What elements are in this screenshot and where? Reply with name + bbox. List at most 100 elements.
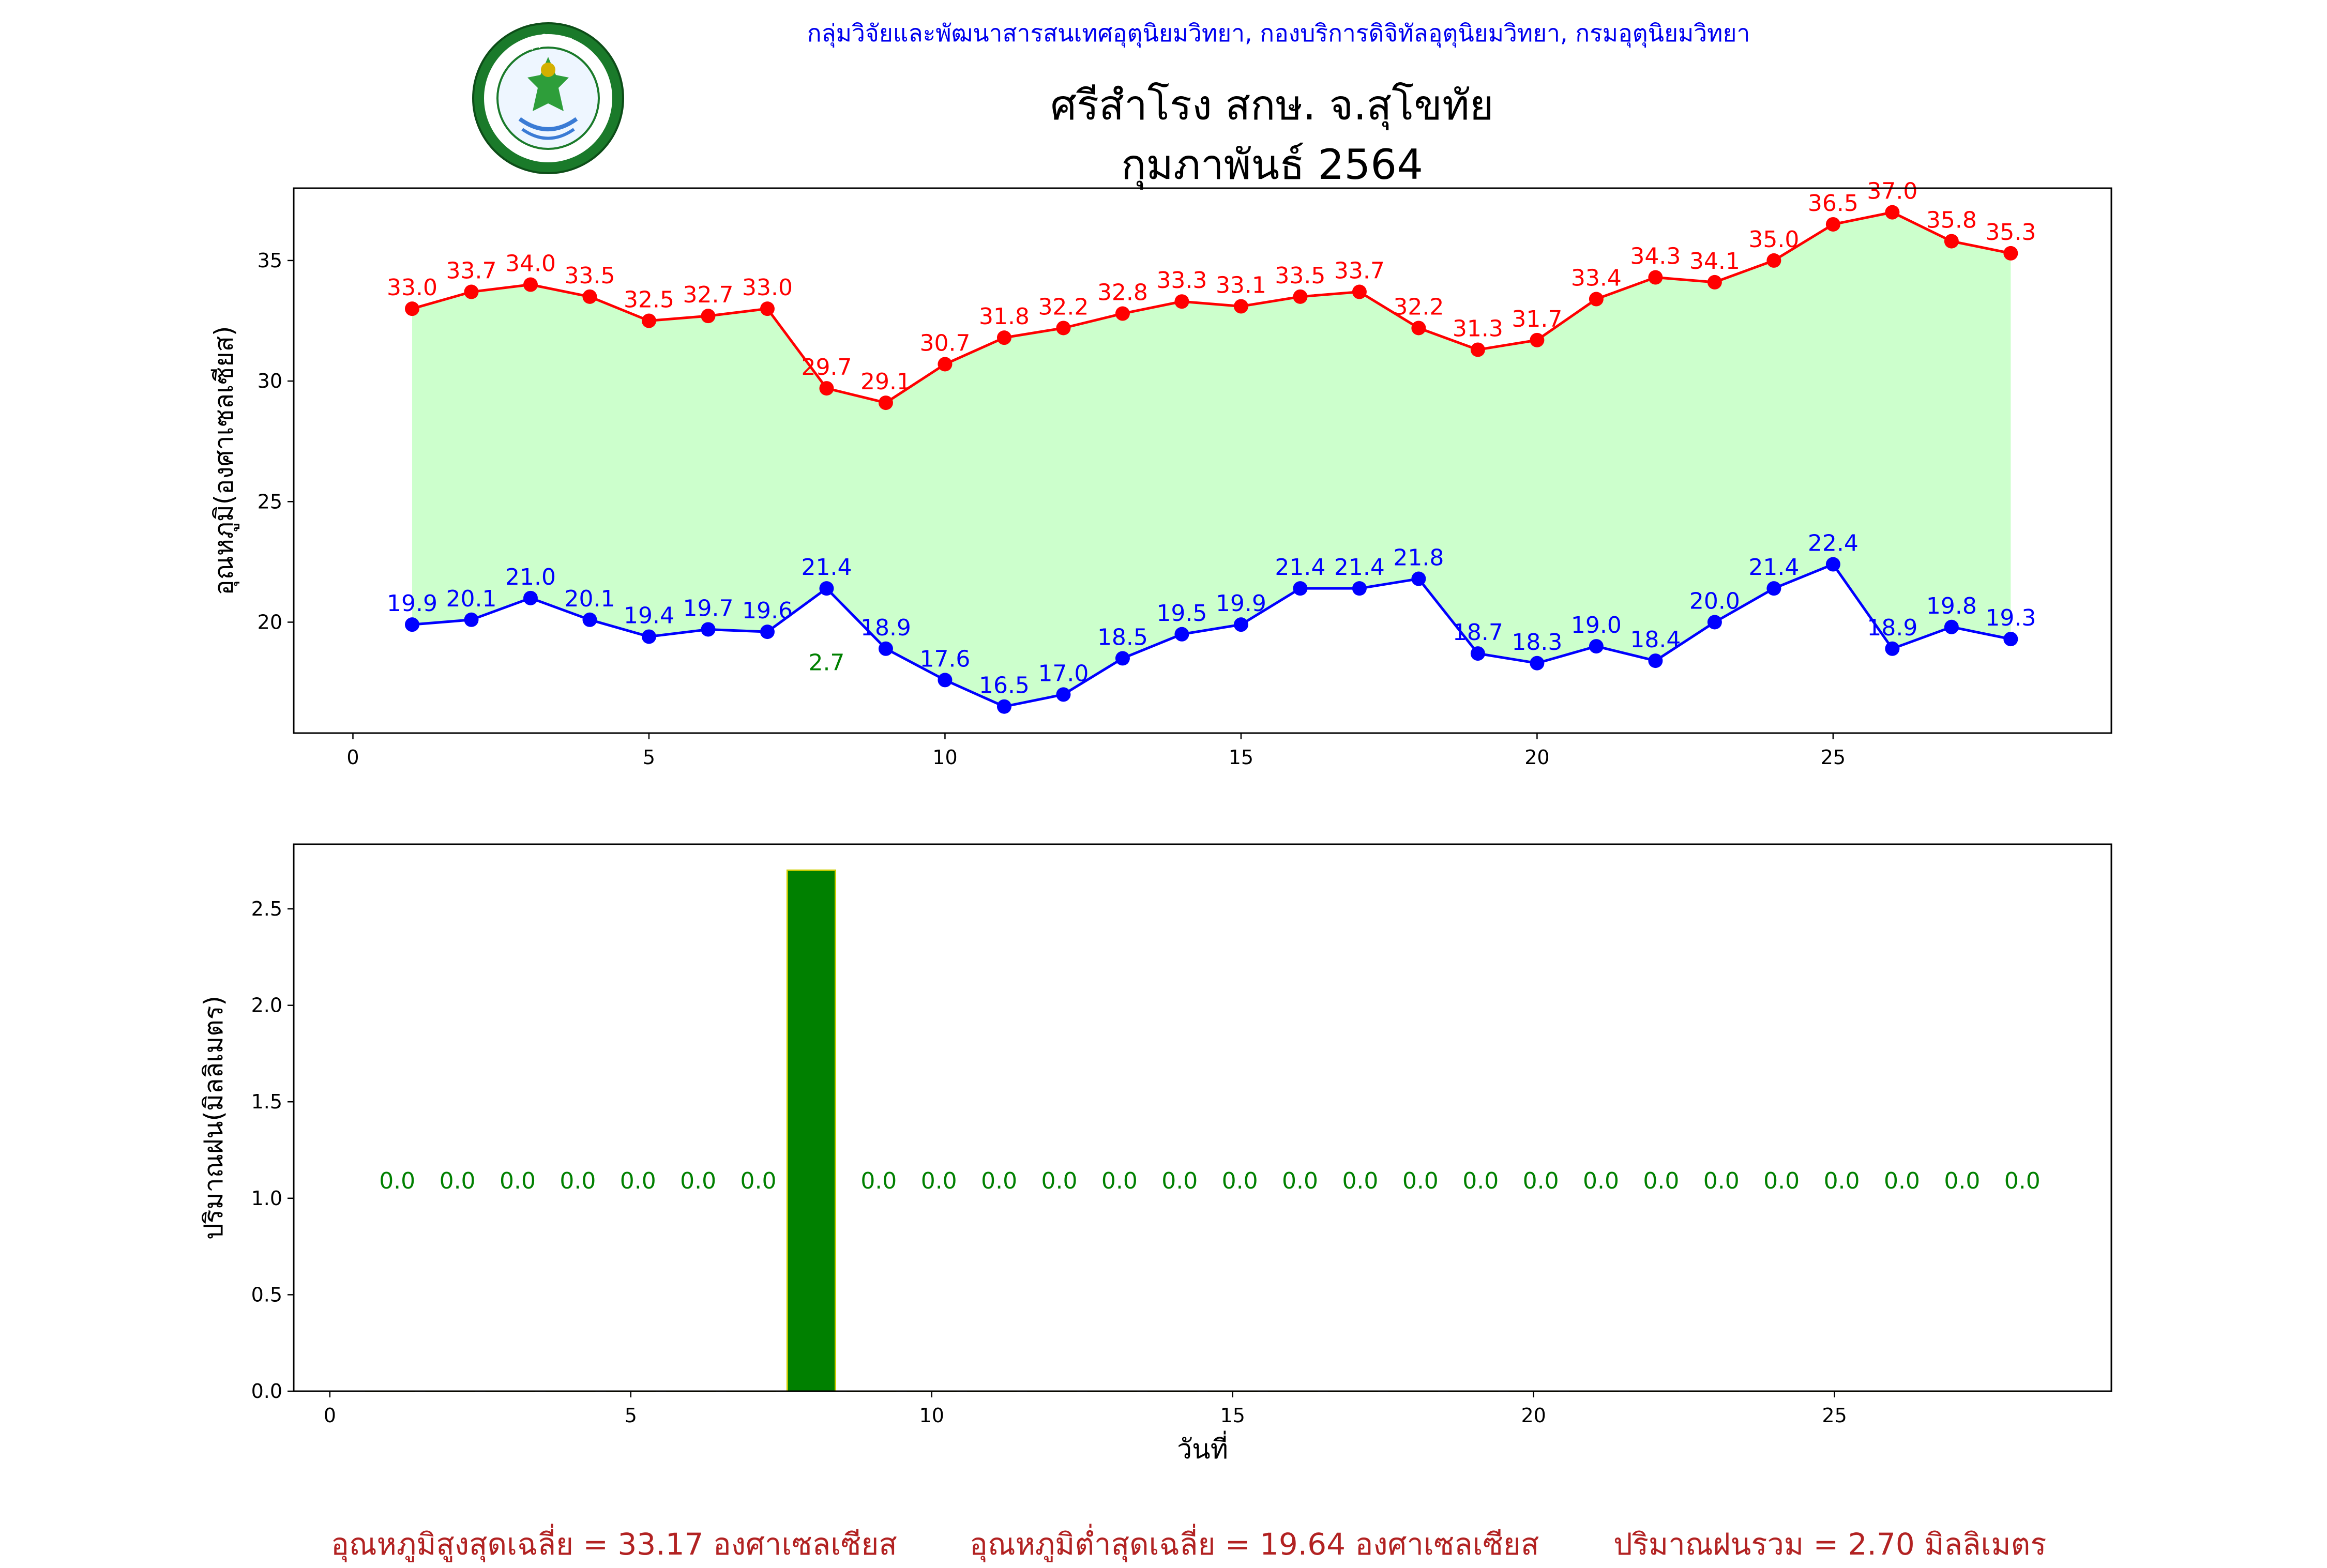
- min-temp-label: 17.0: [1038, 660, 1089, 687]
- rain-y-tick-label: 0.5: [251, 1283, 282, 1306]
- rain-value-label: 0.0: [1161, 1168, 1198, 1194]
- max-temp-label: 36.5: [1808, 190, 1858, 217]
- min-temp-point: [701, 622, 716, 637]
- min-temp-point: [1293, 581, 1308, 596]
- summary-avg-max: อุณหภูมิสูงสุดเฉลี่ย = 33.17 องศาเซลเซีย…: [331, 1527, 897, 1562]
- rain-value-label: 0.0: [1462, 1168, 1499, 1194]
- rain-value-label: 0.0: [379, 1168, 415, 1194]
- max-temp-point: [1885, 205, 1900, 220]
- max-temp-label: 32.2: [1038, 294, 1089, 320]
- min-temp-point: [1470, 646, 1485, 661]
- min-temp-label: 18.9: [860, 615, 911, 641]
- rain-value-label: 0.0: [1101, 1168, 1138, 1194]
- min-temp-label: 21.0: [505, 564, 556, 590]
- min-temp-line: [412, 562, 2011, 708]
- max-temp-point: [1174, 294, 1189, 309]
- max-temp-point: [404, 301, 419, 316]
- min-temp-point: [1825, 557, 1840, 572]
- min-temp-point: [1056, 687, 1071, 702]
- max-temp-point: [582, 289, 597, 304]
- max-temp-point: [1530, 332, 1545, 347]
- rain-bar: [786, 869, 837, 1392]
- max-temp-label: 33.5: [1275, 263, 1325, 289]
- min-temp-label: 21.4: [1275, 554, 1325, 581]
- temp-x-tick-label: 10: [932, 746, 957, 769]
- max-temp-label: 32.2: [1393, 294, 1444, 320]
- max-temp-label: 34.1: [1689, 248, 1740, 275]
- rainfall-plot-area: 0.0 0.0 0.0 0.0 0.0 0.0 0.0 0.0 0.0 0.0 0.0 0.0 0.0 0…: [199, 843, 2112, 1465]
- min-temp-point: [641, 629, 656, 644]
- max-temp-point: [1707, 275, 1722, 290]
- max-temp-label: 30.7: [919, 330, 970, 356]
- max-temp-label: 31.3: [1453, 315, 1503, 342]
- min-temp-label: 19.3: [1985, 605, 2036, 631]
- temp-x-tick-label: 25: [1821, 746, 1846, 769]
- max-temp-point: [1589, 292, 1604, 307]
- rain-value-label: 0.0: [921, 1168, 957, 1194]
- max-temp-point: [1233, 299, 1248, 314]
- max-temp-label: 33.7: [446, 258, 497, 284]
- min-temp-label: 16.5: [979, 673, 1030, 699]
- min-temp-point: [2003, 632, 2018, 647]
- min-temp-point: [1174, 627, 1189, 642]
- temp-x-tick-label: 15: [1229, 746, 1253, 769]
- rain-value-label: 0.0: [1884, 1168, 1920, 1194]
- max-temp-point: [996, 330, 1011, 345]
- rain-value-label: 0.0: [860, 1168, 897, 1194]
- max-temp-label: 31.8: [979, 303, 1030, 330]
- min-temp-label: 20.1: [446, 586, 497, 612]
- max-temp-point: [819, 381, 834, 396]
- temperature-chart: 33.0 33.7 34.0 33.5 32.5 32.7 33.0 29.7 29.1 30.7…: [209, 178, 2112, 769]
- max-temp-label: 33.5: [564, 263, 615, 289]
- max-temp-point: [1766, 253, 1781, 268]
- min-temp-point: [582, 612, 597, 627]
- rain-value-label: 0.0: [981, 1168, 1017, 1194]
- max-temp-point: [641, 313, 656, 328]
- min-temp-point: [996, 699, 1011, 714]
- min-temp-label: 21.4: [1748, 554, 1799, 581]
- min-temp-point: [1648, 653, 1663, 668]
- min-temp-label: 19.6: [742, 598, 793, 624]
- summary-avg-min: อุณหภูมิต่ำสุดเฉลี่ย = 19.64 องศาเซลเซีย…: [970, 1527, 1539, 1562]
- min-temp-label: 20.1: [564, 586, 615, 612]
- max-temp-label: 32.7: [683, 282, 733, 308]
- temperature-plot-area: 33.0 33.7 34.0 33.5 32.5 32.7 33.0 29.7 29.1 30.7…: [209, 178, 2112, 769]
- temp-y-tick-label: 35: [258, 249, 282, 272]
- max-temp-label: 35.3: [1985, 219, 2036, 246]
- min-temp-point: [819, 581, 834, 596]
- temp-y-tick-label: 20: [258, 611, 282, 633]
- max-temp-point: [701, 309, 716, 324]
- min-temp-label: 19.8: [1926, 593, 1977, 619]
- month-title: กุมภาพันธ์ 2564: [1121, 141, 1424, 189]
- rain-value-label: 0.0: [1342, 1168, 1378, 1194]
- max-temp-point: [1411, 321, 1426, 336]
- rain-x-tick-label: 0: [324, 1404, 336, 1427]
- temp-y-tick-label: 30: [258, 370, 282, 392]
- min-temp-label: 21.4: [801, 554, 852, 581]
- min-temp-label: 19.5: [1156, 600, 1207, 627]
- temp-x-tick-label: 20: [1524, 746, 1549, 769]
- min-temp-point: [523, 590, 538, 605]
- min-temp-point: [1530, 656, 1545, 671]
- rain-y-tick-label: 2.5: [251, 897, 282, 920]
- rain-value-label: 0.0: [620, 1168, 656, 1194]
- department-logo: กรมอุตุนิยมวิทยา METEOROLOGICAL DEPARTME…: [472, 22, 624, 174]
- rain-value-label: 0.0: [1523, 1168, 1559, 1194]
- max-temp-point: [1056, 321, 1071, 336]
- rain-x-tick-label: 5: [625, 1404, 637, 1427]
- max-temp-label: 33.0: [742, 275, 793, 301]
- max-temp-point: [2003, 246, 2018, 261]
- min-temp-point: [878, 641, 893, 656]
- max-temp-label: 29.7: [801, 354, 852, 380]
- rain-value-label: 0.0: [1703, 1168, 1740, 1194]
- rain-x-tick-label: 10: [919, 1404, 944, 1427]
- rain-x-tick-label: 20: [1521, 1404, 1546, 1427]
- min-temp-label: 21.8: [1393, 545, 1444, 571]
- max-temp-label: 35.0: [1748, 226, 1799, 253]
- max-temp-label: 35.8: [1926, 207, 1977, 234]
- min-temp-label: 18.3: [1512, 629, 1562, 656]
- min-temp-point: [1766, 581, 1781, 596]
- temp-x-tick-label: 0: [346, 746, 359, 769]
- max-temp-label: 33.1: [1216, 272, 1266, 299]
